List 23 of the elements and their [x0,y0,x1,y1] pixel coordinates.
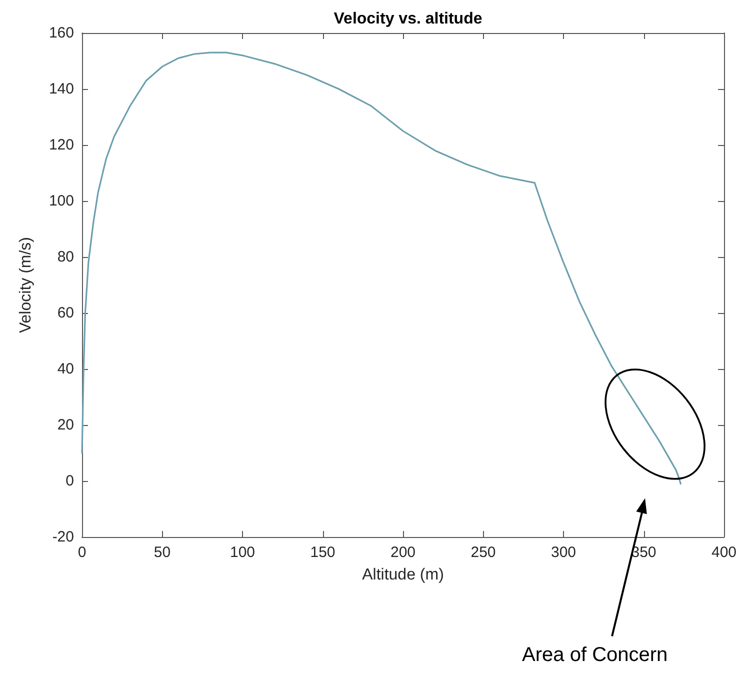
y-tick-label: 0 [66,472,74,490]
x-tick-label: 100 [230,544,256,561]
x-tick-label: 150 [310,544,336,561]
x-tick-label: 200 [390,544,416,561]
x-tick-label: 50 [154,544,171,561]
chart-title: Velocity vs. altitude [334,10,482,28]
y-tick-label: 60 [57,304,74,322]
x-tick-label: 250 [470,544,496,561]
y-tick-label: 20 [57,416,74,434]
y-tick-label: 140 [48,80,74,98]
y-axis-title: Velocity (m/s) [18,236,34,334]
y-tick-label: 120 [48,136,74,154]
x-tick-label: 0 [78,544,86,561]
x-axis-title: Altitude (m) [362,566,444,584]
line-series [81,52,682,485]
x-tick-label: 400 [711,544,737,561]
y-tick-label: 40 [57,360,74,378]
y-tick-label: 160 [48,24,74,42]
text: Area of Concern [522,644,668,668]
y-tick-label: 100 [48,192,74,210]
y-tick-label: -20 [52,528,74,546]
y-tick-label: 80 [57,248,74,266]
x-tick-label: 300 [550,544,576,561]
